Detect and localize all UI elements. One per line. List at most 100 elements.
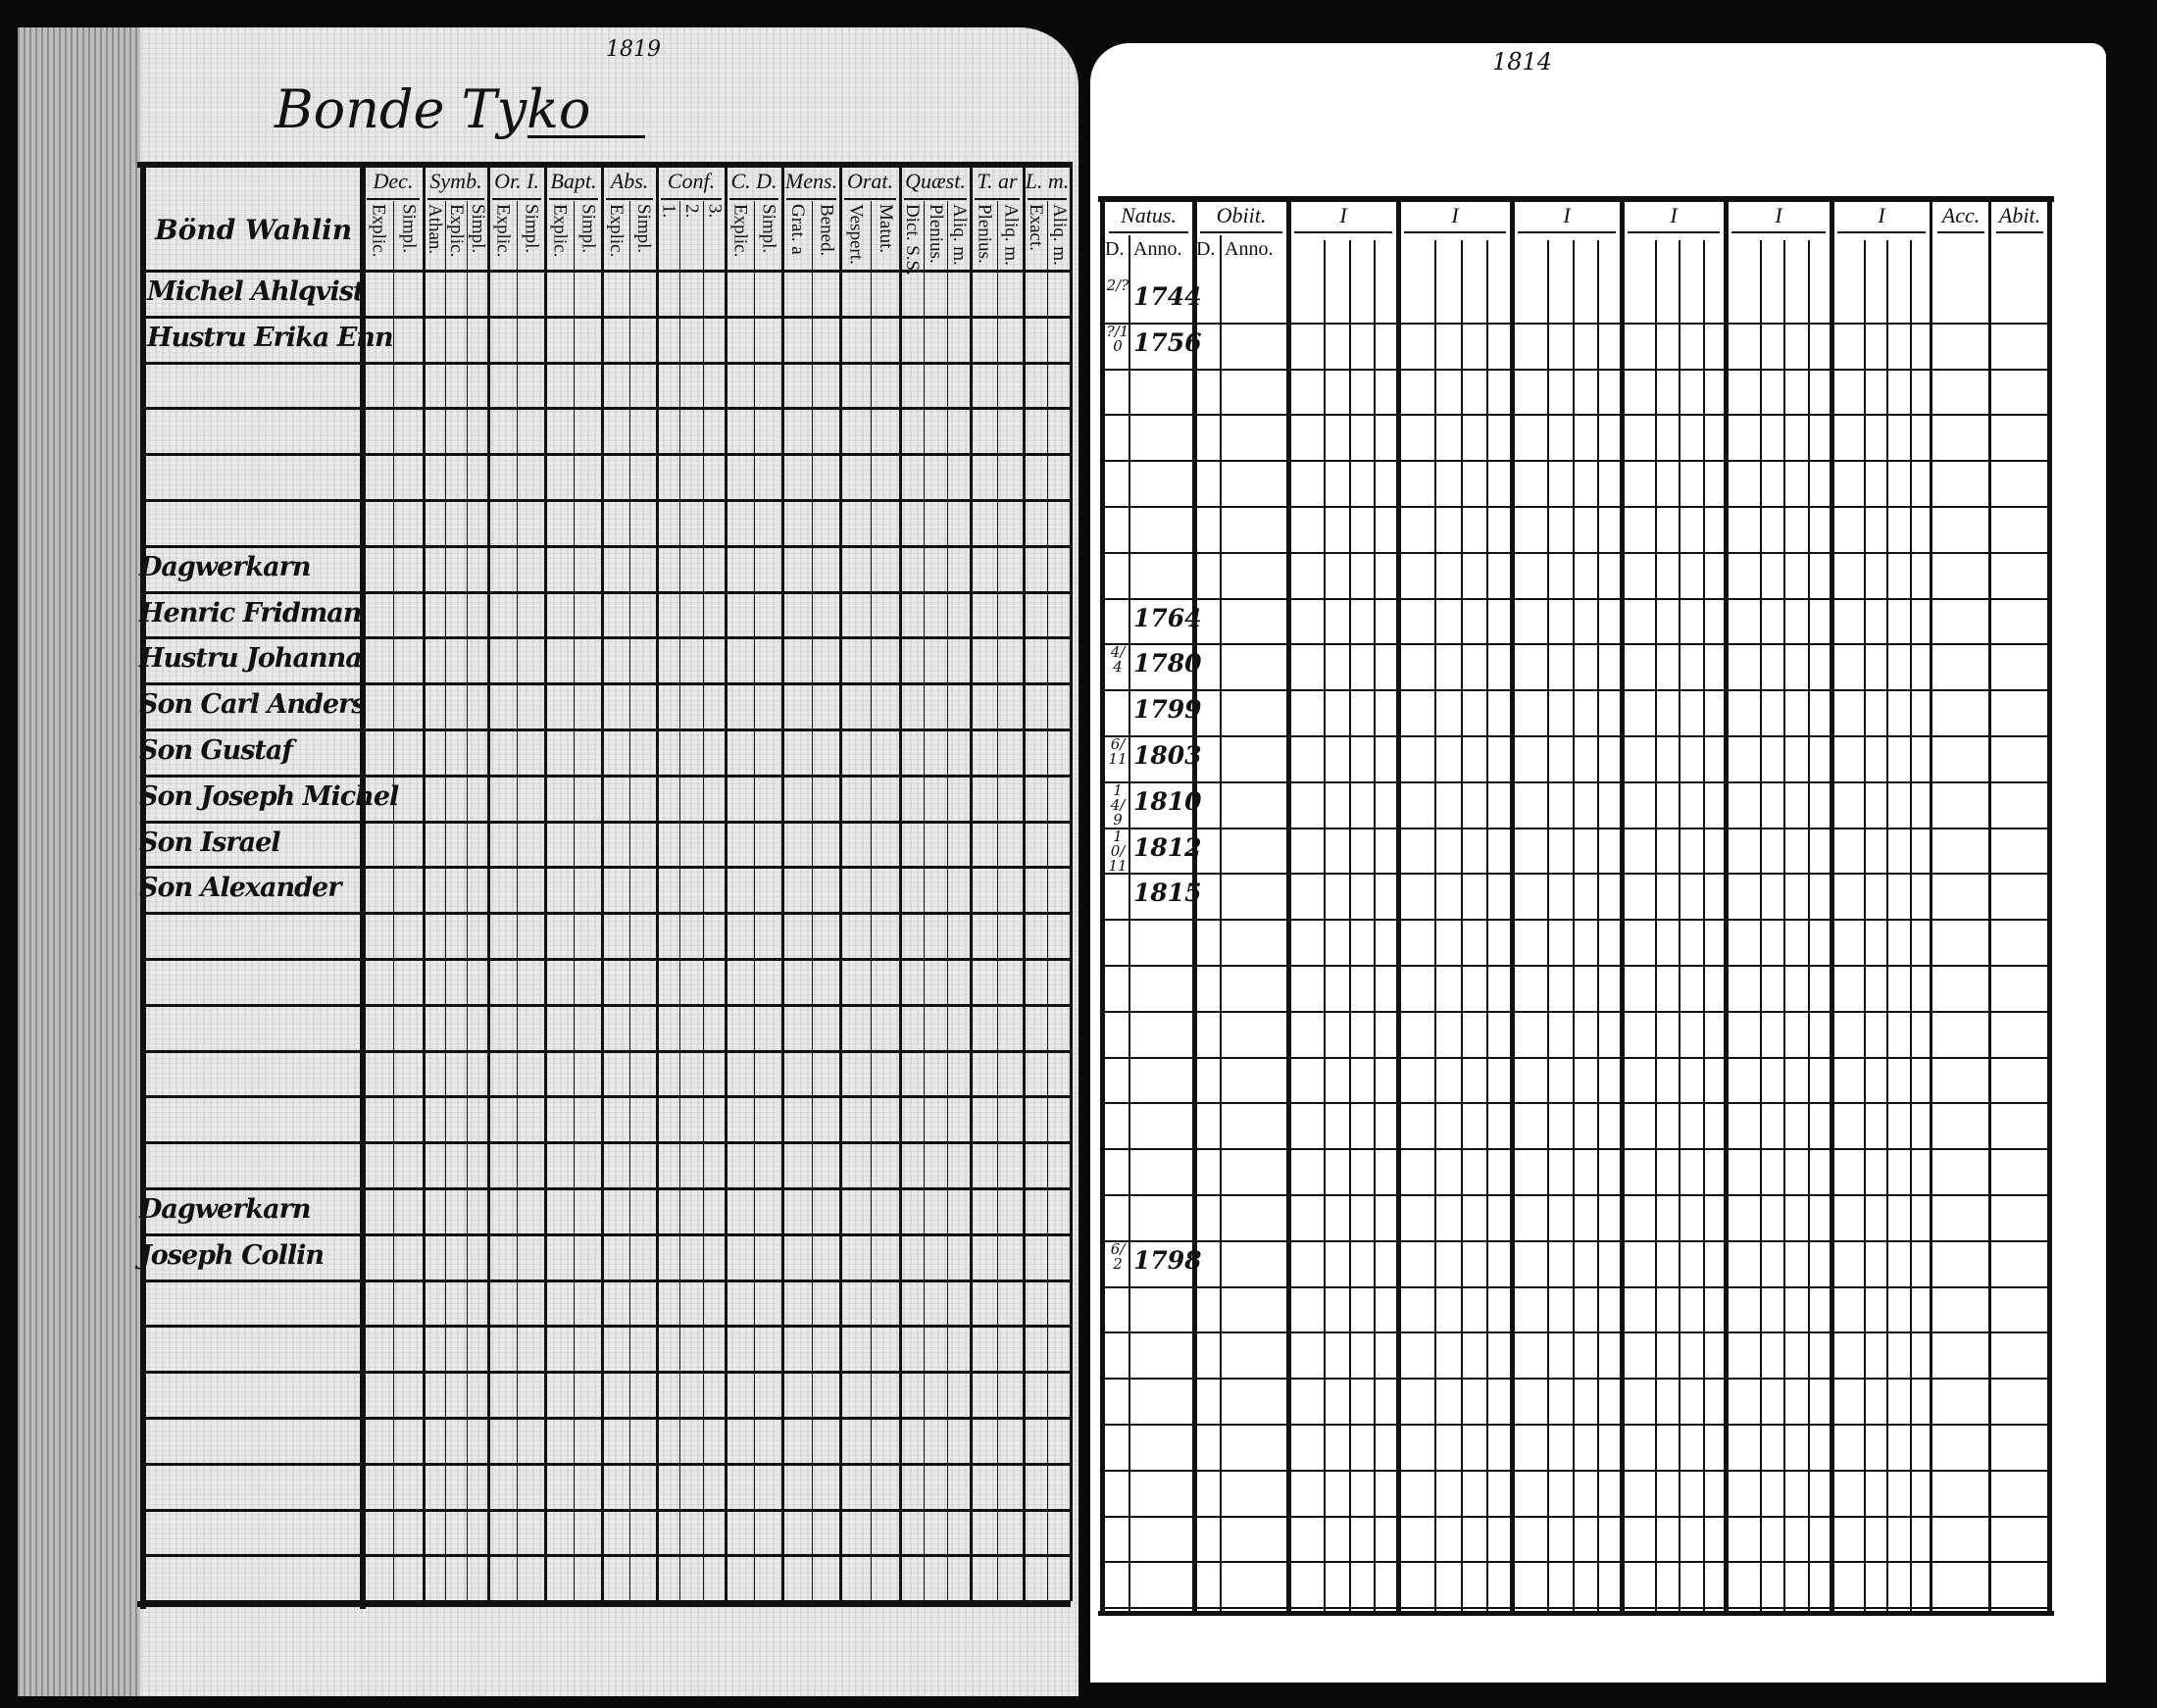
- column-subheader: Anno.: [1225, 238, 1274, 260]
- column-divider: [1988, 201, 1991, 1612]
- column-subheader: Explic.: [606, 204, 627, 258]
- subcolumn-line: [1323, 240, 1326, 1612]
- column-subheader: D.: [1105, 238, 1125, 260]
- row-line: [142, 1600, 1071, 1603]
- subcolumn-line: [997, 201, 998, 1602]
- column-header: I: [1451, 203, 1459, 227]
- column-divider: [970, 162, 973, 1602]
- column-subheader: 2.: [681, 204, 702, 219]
- row-line: [1103, 1286, 2049, 1288]
- table-left-border: [140, 162, 146, 1610]
- row-line: [1103, 1424, 2049, 1426]
- column-divider: [1930, 201, 1932, 1612]
- column-divider: [899, 162, 902, 1602]
- header-rule: [1109, 231, 1188, 233]
- subcolumn-line: [445, 201, 446, 1602]
- row-line: [1103, 643, 2049, 645]
- column-header: I: [1775, 203, 1782, 227]
- column-subheader: D.: [1196, 238, 1216, 260]
- subcolumn-line: [1654, 240, 1657, 1612]
- birth-day: 2/?: [1106, 276, 1129, 294]
- column-subheader: Vespert.: [845, 204, 867, 265]
- row-line: [1103, 1470, 2049, 1472]
- row-line: [142, 912, 1071, 915]
- row-line: [1103, 1331, 2049, 1333]
- subcolumn-line: [679, 201, 681, 1602]
- column-header: Dec.: [373, 169, 414, 193]
- header-rule: [1200, 231, 1282, 233]
- header-rule: [975, 198, 1020, 200]
- row-line: [142, 866, 1071, 869]
- subcolumn-line: [517, 201, 518, 1602]
- birth-day: 14/9: [1110, 780, 1126, 829]
- row-line: [1103, 1561, 2049, 1563]
- column-divider: [601, 162, 604, 1602]
- subcolumn-line: [947, 201, 948, 1602]
- person-name: Henric Fridman: [139, 597, 362, 628]
- birth-year: 1798: [1133, 1245, 1202, 1275]
- header-rule: [549, 198, 598, 200]
- subcolumn-line: [1374, 240, 1377, 1612]
- subcolumn-line: [1460, 240, 1463, 1612]
- birth-day: ?/10: [1106, 322, 1129, 355]
- subcolumn-line: [1597, 240, 1600, 1612]
- row-line: [142, 1554, 1071, 1557]
- column-subheader: Dict. S.S.: [902, 204, 923, 276]
- row-line: [1103, 323, 2049, 325]
- column-subheader: Aliq. m.: [1049, 204, 1070, 266]
- column-subheader: Simpl.: [468, 204, 488, 254]
- row-line: [1103, 506, 2049, 508]
- row-line: [142, 1325, 1071, 1328]
- column-divider: [1830, 201, 1834, 1612]
- column-divider: [423, 162, 426, 1602]
- column-header: Mens.: [784, 169, 838, 193]
- person-name: Son Alexander: [139, 873, 341, 904]
- table-bottom-border: [1098, 1611, 2054, 1617]
- column-subheader: Explic.: [729, 204, 751, 258]
- column-subheader: Simpl.: [577, 204, 599, 254]
- column-subheader: Anno.: [1133, 238, 1182, 260]
- row-line: [142, 1095, 1071, 1098]
- person-name: Son Joseph Michel: [139, 780, 399, 812]
- column-divider: [1070, 162, 1073, 1602]
- column-divider: [1192, 201, 1197, 1612]
- header-rule: [1628, 231, 1720, 233]
- subcolumn-line: [870, 201, 872, 1602]
- column-header: Bapt.: [550, 169, 597, 193]
- row-line: [142, 1371, 1071, 1374]
- subcolumn-line: [1759, 240, 1762, 1612]
- row-line: [142, 1463, 1071, 1466]
- birth-year: 1799: [1133, 695, 1202, 725]
- header-rule: [367, 198, 420, 200]
- column-header: I: [1339, 203, 1347, 227]
- column-divider: [487, 162, 490, 1602]
- row-line: [142, 1417, 1071, 1420]
- header-rule: [904, 198, 967, 200]
- row-line: [1103, 552, 2049, 554]
- row-line: [1103, 460, 2049, 462]
- row-line: [1103, 1057, 2049, 1059]
- header-rule: [786, 198, 836, 200]
- birth-year: 1810: [1133, 786, 1202, 816]
- column-divider: [1724, 201, 1729, 1612]
- header-rule: [427, 198, 484, 200]
- person-name: Son Gustaf: [139, 735, 293, 766]
- person-name: Dagwerkarn: [139, 551, 311, 582]
- column-subheader: Simpl.: [758, 204, 779, 254]
- subcolumn-line: [1348, 240, 1351, 1612]
- row-line: [142, 1509, 1071, 1512]
- subcolumn-line: [1909, 240, 1912, 1612]
- row-line: [1103, 781, 2049, 783]
- subcolumn-line: [574, 201, 575, 1602]
- column-header: Conf.: [667, 169, 716, 193]
- column-header: T. ar: [977, 169, 1018, 193]
- header-rule: [492, 198, 541, 200]
- subcolumn-line: [1702, 240, 1705, 1612]
- table-left-border: [1100, 196, 1105, 1612]
- header-rule: [1996, 231, 2043, 233]
- column-divider: [1396, 201, 1401, 1612]
- person-name: Hustru Erika Enn: [147, 322, 394, 353]
- row-line: [142, 1004, 1071, 1007]
- column-subheader: 3.: [704, 204, 726, 219]
- birth-day: 4/4: [1110, 643, 1126, 677]
